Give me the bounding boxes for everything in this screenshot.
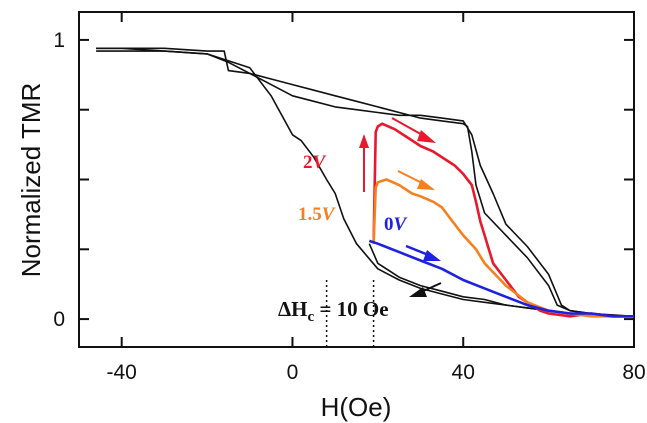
y-axis-title: Normalized TMR bbox=[16, 83, 46, 278]
y-tick-label: 1 bbox=[53, 29, 65, 52]
series-line-0v bbox=[368, 239, 634, 318]
series-line-black-1 bbox=[96, 50, 635, 318]
series-layer bbox=[96, 47, 635, 318]
x-tick-label: -40 bbox=[107, 361, 137, 384]
label-2v: 2V bbox=[303, 152, 327, 173]
x-tick-label: 0 bbox=[287, 361, 299, 384]
black-arrow-left-head bbox=[409, 287, 427, 297]
coercivity-markers bbox=[325, 277, 375, 347]
annotation-arrows bbox=[359, 117, 442, 297]
label-1-5v: 1.5V bbox=[298, 204, 336, 225]
x-tick-label: 40 bbox=[452, 361, 475, 384]
series-line-black-2 bbox=[96, 47, 634, 318]
x-axis-title: H(Oe) bbox=[321, 392, 392, 422]
x-tick-label: 80 bbox=[622, 361, 645, 384]
orange-arrow-right-head bbox=[417, 179, 435, 190]
y-tick-label: 0 bbox=[53, 308, 65, 331]
axis-tick-labels: -40 0 40 80 0 1 bbox=[53, 29, 645, 384]
red-arrow-up-head bbox=[359, 134, 369, 148]
series-line-black-0 bbox=[96, 47, 634, 318]
series-line-2v bbox=[372, 122, 634, 318]
coercivity-formula: ΔHc = 10 Oe bbox=[278, 297, 389, 325]
axis-ticks bbox=[79, 12, 635, 347]
label-0v: 0V bbox=[384, 214, 408, 235]
red-arrow-right-head bbox=[417, 130, 436, 143]
blue-arrow-right-head bbox=[423, 250, 441, 261]
